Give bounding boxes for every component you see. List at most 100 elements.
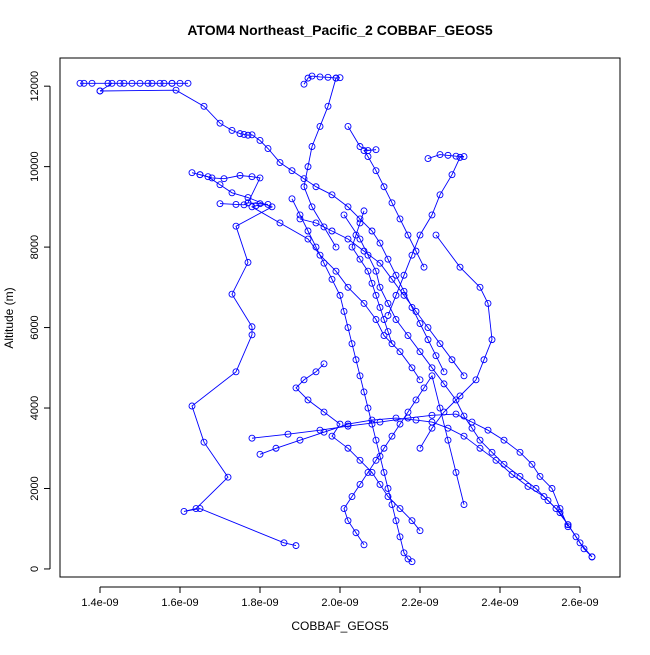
data-point bbox=[308, 203, 316, 211]
data-point bbox=[372, 456, 380, 464]
series-line bbox=[419, 234, 493, 449]
data-point bbox=[232, 368, 240, 376]
data-point bbox=[144, 79, 152, 87]
data-point bbox=[364, 404, 372, 412]
y-tick-label: 8000 bbox=[29, 235, 41, 259]
data-point bbox=[284, 430, 292, 438]
data-point bbox=[248, 331, 256, 339]
series-11 bbox=[288, 195, 416, 566]
data-point bbox=[312, 219, 320, 227]
series-line bbox=[387, 154, 465, 316]
data-point bbox=[528, 460, 536, 468]
data-point bbox=[288, 195, 296, 203]
data-point bbox=[316, 122, 324, 130]
data-point bbox=[384, 485, 392, 492]
series-13 bbox=[344, 122, 428, 271]
series-9 bbox=[292, 360, 424, 535]
data-point bbox=[204, 173, 212, 181]
data-point bbox=[312, 183, 320, 191]
series-line bbox=[343, 374, 465, 546]
data-point bbox=[256, 174, 264, 182]
data-point bbox=[392, 316, 400, 323]
data-point bbox=[288, 167, 296, 175]
data-point bbox=[332, 267, 340, 275]
y-axis-label: Altitude (m) bbox=[2, 287, 16, 348]
data-point bbox=[384, 328, 392, 336]
plot-frame bbox=[59, 57, 621, 578]
data-point bbox=[372, 436, 380, 444]
series-3 bbox=[244, 199, 424, 384]
data-point bbox=[432, 352, 440, 360]
data-point bbox=[340, 211, 348, 219]
series-line bbox=[351, 210, 393, 344]
data-point bbox=[468, 418, 476, 426]
series-line bbox=[199, 174, 261, 206]
data-point bbox=[396, 505, 404, 513]
data-point bbox=[500, 436, 508, 444]
data-point bbox=[388, 199, 396, 207]
data-point bbox=[340, 505, 348, 513]
data-point bbox=[412, 308, 420, 315]
data-point bbox=[344, 324, 352, 332]
data-point bbox=[188, 169, 196, 177]
data-point bbox=[524, 483, 532, 490]
data-point bbox=[308, 143, 316, 150]
y-tick-label: 2000 bbox=[29, 476, 41, 500]
data-point bbox=[412, 396, 420, 404]
data-point bbox=[320, 223, 328, 231]
data-point bbox=[352, 356, 360, 364]
data-point bbox=[380, 468, 388, 476]
data-point bbox=[476, 444, 484, 452]
data-point bbox=[344, 444, 352, 452]
series-8 bbox=[248, 410, 572, 531]
data-point bbox=[576, 539, 584, 547]
data-point bbox=[264, 145, 272, 152]
data-point bbox=[556, 505, 564, 513]
data-point bbox=[328, 191, 336, 199]
data-point bbox=[376, 283, 384, 291]
data-point bbox=[312, 368, 320, 376]
data-point bbox=[312, 243, 320, 251]
data-point bbox=[476, 436, 484, 444]
data-point bbox=[452, 396, 460, 404]
data-point bbox=[244, 258, 252, 266]
data-point bbox=[436, 404, 444, 412]
data-point bbox=[536, 472, 544, 480]
y-tick-label: 10000 bbox=[29, 151, 41, 182]
data-point bbox=[384, 255, 392, 263]
data-point bbox=[360, 147, 368, 154]
data-point bbox=[304, 74, 312, 82]
y-tick-label: 6000 bbox=[29, 315, 41, 339]
x-axis-label: COBBAF_GEOS5 bbox=[291, 619, 389, 633]
data-point bbox=[344, 422, 352, 430]
data-point bbox=[360, 541, 368, 549]
data-point bbox=[428, 364, 436, 372]
data-point bbox=[364, 267, 372, 275]
data-point bbox=[452, 468, 460, 476]
data-point bbox=[360, 247, 368, 255]
data-point bbox=[216, 119, 224, 127]
data-point bbox=[320, 360, 328, 368]
data-point bbox=[428, 211, 436, 219]
data-point bbox=[360, 207, 368, 215]
data-point bbox=[452, 152, 460, 160]
data-point bbox=[388, 340, 396, 348]
data-point bbox=[188, 402, 196, 410]
data-point bbox=[344, 283, 352, 291]
data-point bbox=[352, 231, 360, 239]
data-point bbox=[356, 235, 364, 243]
data-point bbox=[336, 291, 344, 299]
series-line bbox=[251, 413, 569, 527]
y-tick-label: 12000 bbox=[29, 71, 41, 102]
data-point bbox=[256, 200, 264, 208]
data-point bbox=[460, 432, 468, 440]
data-point bbox=[372, 146, 380, 154]
data-point bbox=[300, 175, 308, 183]
data-point bbox=[272, 444, 280, 452]
data-point bbox=[508, 470, 516, 478]
series-line bbox=[347, 126, 425, 268]
data-point bbox=[368, 227, 376, 235]
data-point bbox=[444, 151, 452, 159]
data-point bbox=[388, 275, 396, 283]
